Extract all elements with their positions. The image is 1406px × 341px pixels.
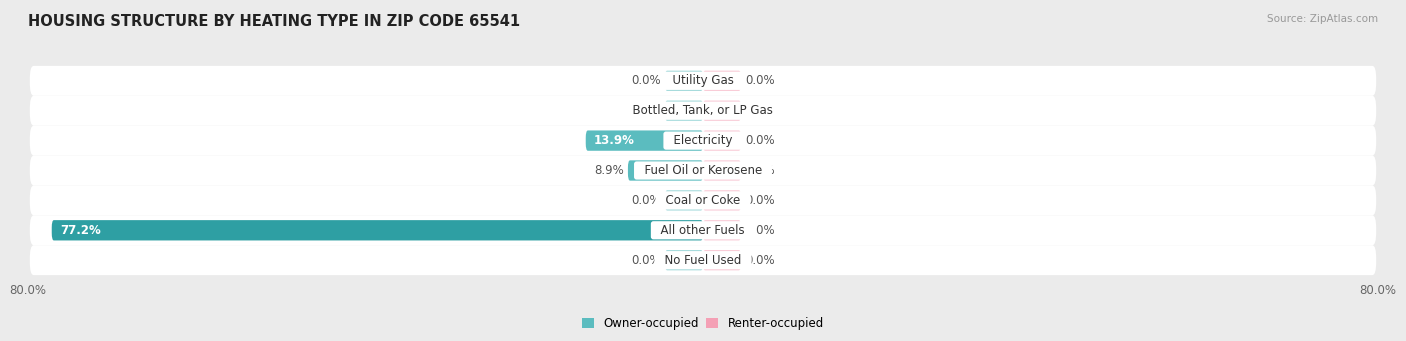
- Text: Electricity: Electricity: [666, 134, 740, 147]
- FancyBboxPatch shape: [703, 101, 741, 121]
- FancyBboxPatch shape: [52, 220, 703, 240]
- Text: 0.0%: 0.0%: [745, 134, 775, 147]
- FancyBboxPatch shape: [703, 190, 741, 210]
- Text: Bottled, Tank, or LP Gas: Bottled, Tank, or LP Gas: [626, 104, 780, 117]
- Legend: Owner-occupied, Renter-occupied: Owner-occupied, Renter-occupied: [578, 312, 828, 335]
- Text: All other Fuels: All other Fuels: [654, 224, 752, 237]
- Text: No Fuel Used: No Fuel Used: [657, 254, 749, 267]
- Text: 0.0%: 0.0%: [631, 74, 661, 87]
- Text: 0.0%: 0.0%: [631, 254, 661, 267]
- FancyBboxPatch shape: [703, 160, 741, 181]
- FancyBboxPatch shape: [703, 250, 741, 270]
- Text: 0.0%: 0.0%: [745, 224, 775, 237]
- FancyBboxPatch shape: [30, 216, 1376, 245]
- FancyBboxPatch shape: [30, 155, 1376, 186]
- FancyBboxPatch shape: [30, 125, 1376, 155]
- FancyBboxPatch shape: [703, 71, 741, 91]
- Text: 0.0%: 0.0%: [631, 104, 661, 117]
- FancyBboxPatch shape: [665, 250, 703, 270]
- FancyBboxPatch shape: [665, 101, 703, 121]
- FancyBboxPatch shape: [628, 160, 703, 181]
- Text: HOUSING STRUCTURE BY HEATING TYPE IN ZIP CODE 65541: HOUSING STRUCTURE BY HEATING TYPE IN ZIP…: [28, 14, 520, 29]
- FancyBboxPatch shape: [586, 131, 703, 151]
- Text: Source: ZipAtlas.com: Source: ZipAtlas.com: [1267, 14, 1378, 24]
- Text: 0.0%: 0.0%: [745, 254, 775, 267]
- Text: 0.0%: 0.0%: [745, 74, 775, 87]
- Text: 0.0%: 0.0%: [631, 194, 661, 207]
- Text: Fuel Oil or Kerosene: Fuel Oil or Kerosene: [637, 164, 769, 177]
- Text: 13.9%: 13.9%: [595, 134, 636, 147]
- FancyBboxPatch shape: [703, 131, 741, 151]
- FancyBboxPatch shape: [665, 71, 703, 91]
- Text: Coal or Coke: Coal or Coke: [658, 194, 748, 207]
- Text: 0.0%: 0.0%: [745, 104, 775, 117]
- Text: 77.2%: 77.2%: [60, 224, 101, 237]
- FancyBboxPatch shape: [30, 245, 1376, 275]
- FancyBboxPatch shape: [30, 96, 1376, 125]
- FancyBboxPatch shape: [30, 66, 1376, 96]
- FancyBboxPatch shape: [30, 186, 1376, 216]
- Text: 8.9%: 8.9%: [593, 164, 624, 177]
- FancyBboxPatch shape: [703, 220, 741, 240]
- Text: 0.0%: 0.0%: [745, 194, 775, 207]
- Text: 0.0%: 0.0%: [745, 164, 775, 177]
- Text: Utility Gas: Utility Gas: [665, 74, 741, 87]
- FancyBboxPatch shape: [665, 190, 703, 210]
